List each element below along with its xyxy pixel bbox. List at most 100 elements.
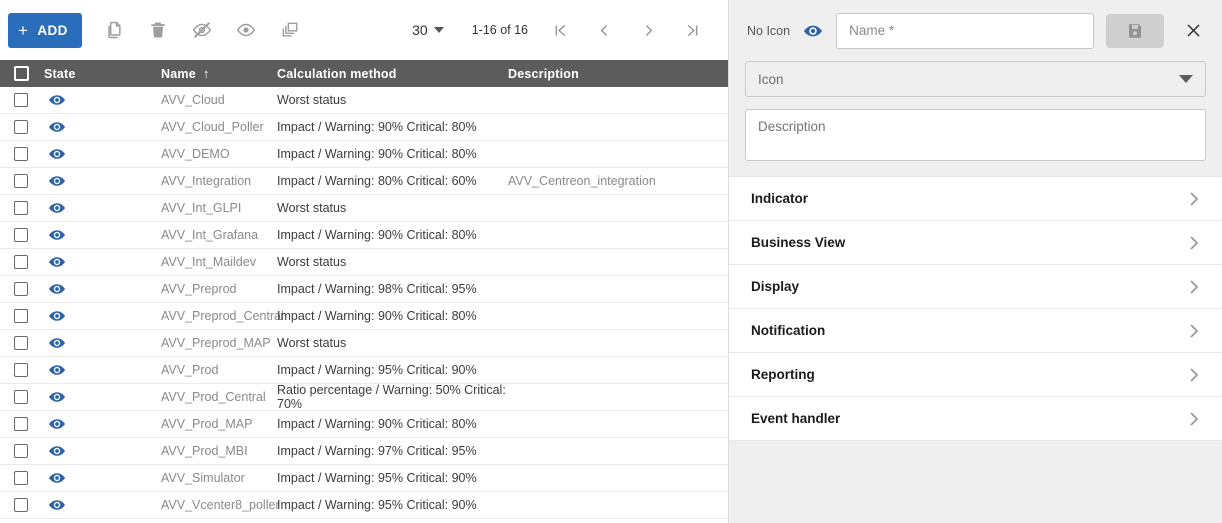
row-name[interactable]: AVV_Preprod_Central	[161, 309, 284, 323]
row-name[interactable]: AVV_Int_GLPI	[161, 201, 242, 215]
row-name[interactable]: AVV_Int_Grafana	[161, 228, 259, 242]
column-header-name[interactable]: Name ↑	[161, 67, 277, 81]
table-row[interactable]: AVV_Int_Maildev Worst status	[0, 249, 728, 276]
row-calculation-method: Impact / Warning: 90% Critical: 80%	[277, 228, 477, 242]
row-checkbox[interactable]	[14, 174, 28, 188]
table-row[interactable]: AVV_Prod_Central Ratio percentage / Warni…	[0, 383, 728, 411]
row-name[interactable]: AVV_Preprod_MAP	[161, 336, 271, 350]
column-header-description[interactable]: Description	[508, 66, 579, 81]
layers-icon[interactable]	[270, 10, 310, 50]
last-page-button[interactable]	[670, 12, 714, 48]
row-name[interactable]: AVV_Vcenter8_poller	[161, 498, 280, 512]
row-state-eye-icon[interactable]	[42, 200, 72, 216]
row-state-eye-icon[interactable]	[42, 497, 72, 513]
row-name[interactable]: AVV_Prod	[161, 363, 219, 377]
row-checkbox[interactable]	[14, 471, 28, 485]
row-select-cell	[0, 228, 42, 242]
accordion-section-display[interactable]: Display	[729, 265, 1222, 309]
first-page-button[interactable]	[538, 12, 582, 48]
row-state-eye-icon[interactable]	[42, 146, 72, 162]
row-checkbox[interactable]	[14, 255, 28, 269]
accordion-section-event-handler[interactable]: Event handler	[729, 397, 1222, 441]
row-checkbox[interactable]	[14, 147, 28, 161]
row-checkbox[interactable]	[14, 120, 28, 134]
save-button[interactable]	[1106, 13, 1164, 48]
table-row[interactable]: AVV_Int_GLPI Worst status	[0, 195, 728, 222]
row-checkbox[interactable]	[14, 390, 28, 404]
column-header-calculation-method[interactable]: Calculation method	[277, 66, 397, 81]
eye-off-icon[interactable]	[182, 10, 222, 50]
description-textarea[interactable]	[745, 109, 1206, 161]
row-calculation-method: Impact / Warning: 95% Critical: 90%	[277, 498, 477, 512]
row-checkbox[interactable]	[14, 444, 28, 458]
row-select-cell	[0, 174, 42, 188]
accordion-section-label: Event handler	[751, 411, 841, 426]
row-name[interactable]: AVV_DEMO	[161, 147, 230, 161]
row-checkbox[interactable]	[14, 93, 28, 107]
row-state-eye-icon[interactable]	[42, 389, 72, 405]
select-all-checkbox[interactable]	[13, 66, 29, 81]
row-state-eye-icon[interactable]	[42, 416, 72, 432]
table-row[interactable]: AVV_Preprod Impact / Warning: 98% Critica…	[0, 276, 728, 303]
duplicate-icon[interactable]	[94, 10, 134, 50]
row-checkbox[interactable]	[14, 201, 28, 215]
per-page-select[interactable]: 30	[412, 22, 444, 38]
row-name[interactable]: AVV_Cloud	[161, 93, 225, 107]
previous-page-button[interactable]	[582, 12, 626, 48]
row-checkbox[interactable]	[14, 228, 28, 242]
table-row[interactable]: AVV_Prod_MBI Impact / Warning: 97% Critic…	[0, 438, 728, 465]
table-row[interactable]: AVV_Cloud_Poller Impact / Warning: 90% Cr…	[0, 114, 728, 141]
add-button[interactable]: + ADD	[8, 12, 82, 48]
row-checkbox[interactable]	[14, 417, 28, 431]
table-row[interactable]: AVV_Prod_MAP Impact / Warning: 90% Critic…	[0, 411, 728, 438]
row-select-cell	[0, 201, 42, 215]
row-name[interactable]: AVV_Cloud_Poller	[161, 120, 264, 134]
row-state-eye-icon[interactable]	[42, 308, 72, 324]
row-name[interactable]: AVV_Preprod	[161, 282, 237, 296]
row-name[interactable]: AVV_Integration	[161, 174, 252, 188]
table-row[interactable]: AVV_DEMO Impact / Warning: 90% Critical: …	[0, 141, 728, 168]
close-icon[interactable]	[1176, 14, 1210, 48]
row-state-eye-icon[interactable]	[42, 281, 72, 297]
row-checkbox[interactable]	[14, 498, 28, 512]
table-row[interactable]: AVV_Prod Impact / Warning: 95% Critical: …	[0, 357, 728, 384]
icon-select[interactable]: Icon	[745, 61, 1206, 97]
table-row[interactable]: AVV_Cloud Worst status	[0, 87, 728, 114]
table-row[interactable]: AVV_Preprod_MAP Worst status	[0, 330, 728, 357]
row-checkbox[interactable]	[14, 336, 28, 350]
table-row[interactable]: AVV_Int_Grafana Impact / Warning: 90% Cri…	[0, 222, 728, 249]
row-checkbox[interactable]	[14, 282, 28, 296]
row-state-eye-icon[interactable]	[42, 227, 72, 243]
row-checkbox[interactable]	[14, 309, 28, 323]
row-name[interactable]: AVV_Prod_MAP	[161, 417, 253, 431]
table-row[interactable]: AVV_Vcenter8_poller Impact / Warning: 95%…	[0, 492, 728, 519]
next-page-button[interactable]	[626, 12, 670, 48]
delete-icon[interactable]	[138, 10, 178, 50]
eye-icon[interactable]	[226, 10, 266, 50]
row-state-eye-icon[interactable]	[42, 335, 72, 351]
visibility-eye-icon[interactable]	[802, 22, 824, 40]
row-name[interactable]: AVV_Prod_MBI	[161, 444, 248, 458]
row-state-eye-icon[interactable]	[42, 92, 72, 108]
row-state-eye-icon[interactable]	[42, 173, 72, 189]
name-input[interactable]	[836, 12, 1094, 49]
row-state-cell	[42, 92, 161, 108]
accordion-section-business-view[interactable]: Business View	[729, 221, 1222, 265]
row-state-eye-icon[interactable]	[42, 443, 72, 459]
accordion-section-indicator[interactable]: Indicator	[729, 177, 1222, 221]
table-row[interactable]: AVV_Preprod_Central Impact / Warning: 90%…	[0, 303, 728, 330]
accordion-section-reporting[interactable]: Reporting	[729, 353, 1222, 397]
row-state-eye-icon[interactable]	[42, 362, 72, 378]
row-state-eye-icon[interactable]	[42, 119, 72, 135]
row-checkbox[interactable]	[14, 363, 28, 377]
row-name[interactable]: AVV_Prod_Central	[161, 390, 266, 404]
table-row[interactable]: AVV_Integration Impact / Warning: 80% Cri…	[0, 168, 728, 195]
row-name[interactable]: AVV_Simulator	[161, 471, 245, 485]
table-row[interactable]: AVV_Simulator Impact / Warning: 95% Criti…	[0, 465, 728, 492]
row-state-eye-icon[interactable]	[42, 470, 72, 486]
column-header-state[interactable]: State	[44, 66, 76, 81]
accordion-section-notification[interactable]: Notification	[729, 309, 1222, 353]
row-name[interactable]: AVV_Int_Maildev	[161, 255, 256, 269]
row-select-cell	[0, 498, 42, 512]
row-state-eye-icon[interactable]	[42, 254, 72, 270]
